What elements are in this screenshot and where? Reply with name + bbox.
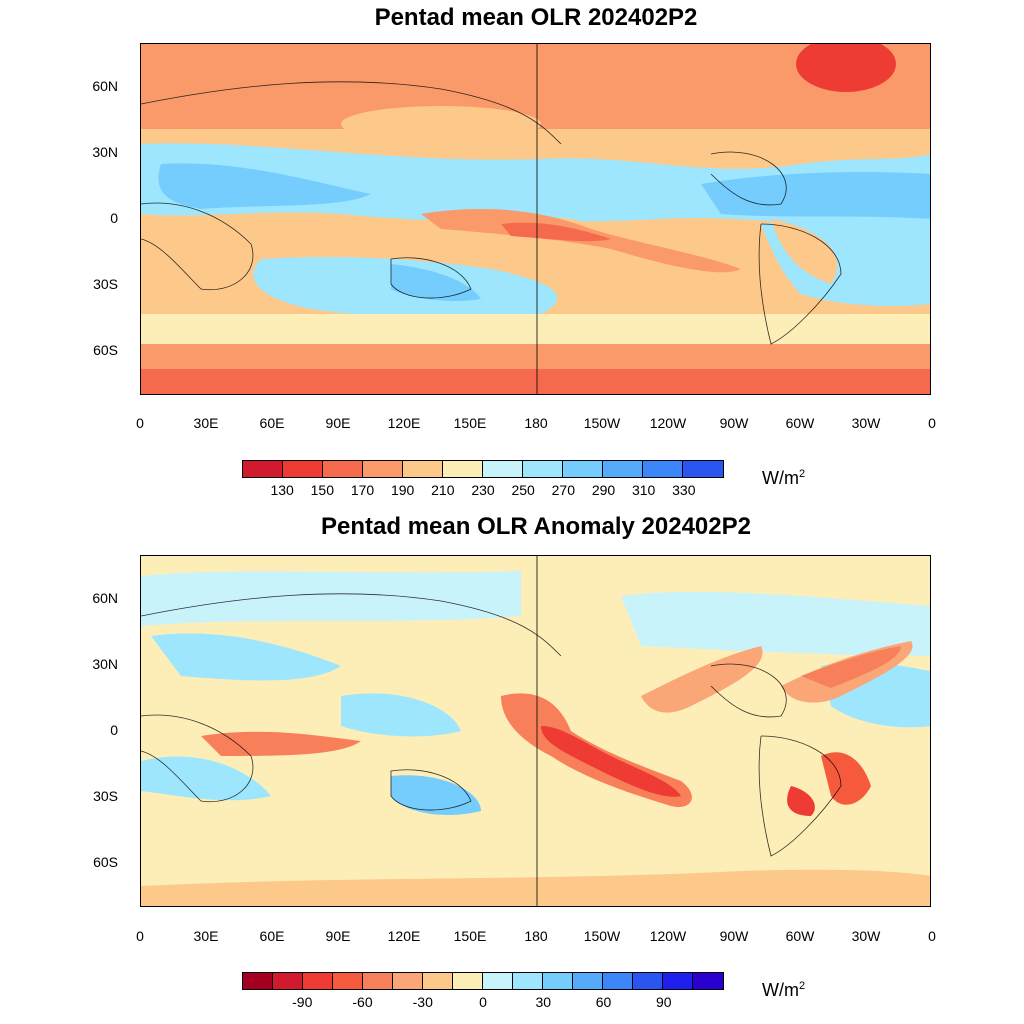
colorbar-box bbox=[363, 461, 403, 477]
colorbar-box bbox=[683, 461, 723, 477]
olr-mean-field bbox=[141, 44, 930, 394]
panel2-lon-label: 120W bbox=[649, 928, 687, 944]
colorbar-label: 0 bbox=[479, 994, 487, 1010]
colorbar-label: 270 bbox=[551, 482, 575, 498]
panel2-colorbar bbox=[242, 972, 724, 990]
colorbar-label: -60 bbox=[352, 994, 373, 1010]
colorbar-box bbox=[633, 973, 663, 989]
panel1-lon-label: 90W bbox=[719, 415, 749, 431]
panel2-title: Pentad mean OLR Anomaly 202402P2 bbox=[321, 513, 751, 540]
olr-anomaly-field bbox=[141, 556, 930, 906]
panel1-lon-label: 60E bbox=[259, 415, 285, 431]
panel2-lon-label: 90W bbox=[719, 928, 749, 944]
colorbar-box bbox=[323, 461, 363, 477]
colorbar-box bbox=[603, 461, 643, 477]
colorbar-box bbox=[483, 461, 523, 477]
colorbar-box bbox=[693, 973, 723, 989]
colorbar-label: -30 bbox=[412, 994, 433, 1010]
colorbar-box bbox=[573, 973, 603, 989]
colorbar-label: 230 bbox=[471, 482, 495, 498]
colorbar-label: 130 bbox=[270, 482, 294, 498]
colorbar-box bbox=[333, 973, 363, 989]
colorbar-label: -90 bbox=[292, 994, 313, 1010]
panel1-lon-label: 150W bbox=[583, 415, 621, 431]
panel1-lon-label: 150E bbox=[453, 415, 487, 431]
panel1-colorbar bbox=[242, 460, 724, 478]
colorbar-box bbox=[563, 461, 603, 477]
panel2-lon-label: 60E bbox=[259, 928, 285, 944]
panel2-lat-label-eq: 0 bbox=[110, 722, 118, 738]
panel1-lat-label-30s: 30S bbox=[93, 276, 118, 292]
panel1-lon-label: 90E bbox=[325, 415, 351, 431]
panel1-lon-label: 120W bbox=[649, 415, 687, 431]
colorbar-box bbox=[523, 461, 563, 477]
panel1-lon-label: 0 bbox=[136, 415, 144, 431]
panel2-lon-label: 60W bbox=[785, 928, 815, 944]
panel1-lon-label: 30E bbox=[193, 415, 219, 431]
colorbar-box bbox=[303, 973, 333, 989]
colorbar-box bbox=[643, 461, 683, 477]
panel2-lon-label: 150W bbox=[583, 928, 621, 944]
panel2-lon-label: 0 bbox=[928, 928, 936, 944]
panel1-lat-label-30n: 30N bbox=[92, 144, 118, 160]
colorbar-box bbox=[603, 973, 633, 989]
panel2-lon-label: 180 bbox=[524, 928, 548, 944]
colorbar-label: 150 bbox=[310, 482, 334, 498]
colorbar-box bbox=[543, 973, 573, 989]
colorbar-box bbox=[663, 973, 693, 989]
panel1-lon-label: 60W bbox=[785, 415, 815, 431]
panel1-lon-label: 0 bbox=[928, 415, 936, 431]
colorbar-label: 310 bbox=[631, 482, 656, 498]
colorbar-label: 30 bbox=[535, 994, 552, 1010]
colorbar-box bbox=[483, 973, 513, 989]
colorbar-label: 60 bbox=[595, 994, 612, 1010]
colorbar-box bbox=[243, 973, 273, 989]
panel2-lon-label: 30W bbox=[851, 928, 881, 944]
colorbar-box bbox=[273, 973, 303, 989]
panel2-lon-label: 0 bbox=[136, 928, 144, 944]
panel1-lat-label-60s: 60S bbox=[93, 342, 118, 358]
panel2-lon-label: 90E bbox=[325, 928, 351, 944]
panel1-lon-label: 120E bbox=[387, 415, 421, 431]
olr-anomaly-map bbox=[140, 555, 931, 907]
panel1-lat-label-60n: 60N bbox=[92, 78, 118, 94]
colorbar-label: 170 bbox=[350, 482, 375, 498]
panel1-lat-label-eq: 0 bbox=[110, 210, 118, 226]
colorbar-label: 210 bbox=[431, 482, 455, 498]
panel2-lat-label-60s: 60S bbox=[93, 854, 118, 870]
panel2-lat-label-60n: 60N bbox=[92, 590, 118, 606]
colorbar-box bbox=[513, 973, 543, 989]
panel1-lon-label: 30W bbox=[851, 415, 881, 431]
olr-mean-map bbox=[140, 43, 931, 395]
colorbar-box bbox=[243, 461, 283, 477]
panel1-units: W/m2 bbox=[762, 468, 806, 488]
panel2-units: W/m2 bbox=[762, 980, 806, 1000]
colorbar-label: 290 bbox=[591, 482, 616, 498]
panel2-lat-label-30s: 30S bbox=[93, 788, 118, 804]
colorbar-box bbox=[423, 973, 453, 989]
panel1-title: Pentad mean OLR 202402P2 bbox=[374, 4, 698, 31]
panel2-lon-label: 150E bbox=[453, 928, 487, 944]
colorbar-box bbox=[443, 461, 483, 477]
colorbar-box bbox=[363, 973, 393, 989]
panel2-lon-label: 120E bbox=[387, 928, 421, 944]
colorbar-box bbox=[393, 973, 423, 989]
colorbar-box bbox=[403, 461, 443, 477]
colorbar-box bbox=[453, 973, 483, 989]
colorbar-label: 190 bbox=[390, 482, 415, 498]
colorbar-box bbox=[283, 461, 323, 477]
panel2-lon-label: 30E bbox=[193, 928, 219, 944]
panel2-lat-label-30n: 30N bbox=[92, 656, 118, 672]
colorbar-label: 90 bbox=[655, 994, 672, 1010]
colorbar-label: 250 bbox=[511, 482, 535, 498]
colorbar-label: 330 bbox=[672, 482, 696, 498]
panel1-lon-label: 180 bbox=[524, 415, 548, 431]
